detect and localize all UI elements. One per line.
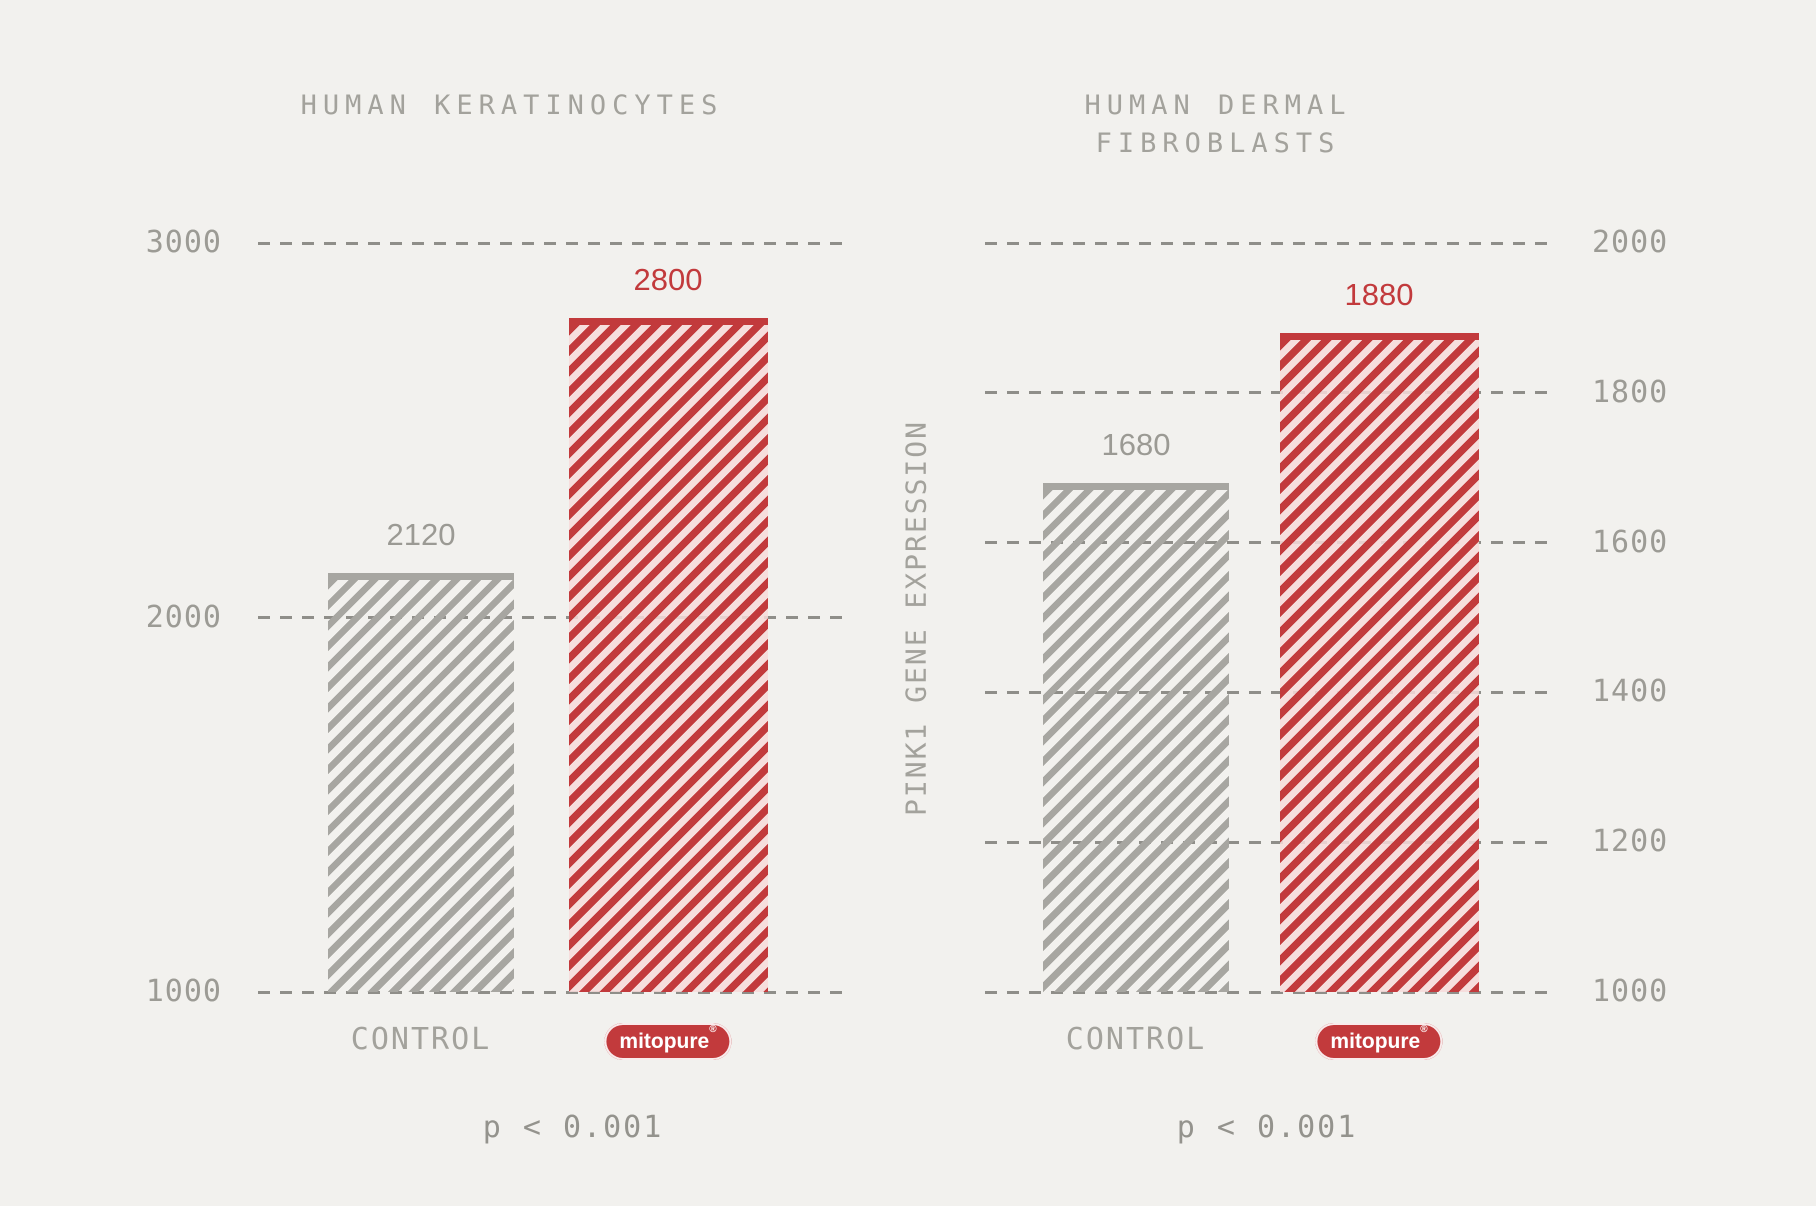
chart-title-line: HUMAN KERATINOCYTES [300,90,724,121]
registered-mark: ® [709,1024,717,1035]
bar-control [328,572,514,992]
mitopure-pill-label: mitopure [619,1029,710,1053]
bar-mitopure [568,317,768,992]
gridline-2000 [258,616,845,619]
bar-mitopure [1279,332,1479,992]
gridline-1000 [985,990,1552,994]
bar-value-label: 1880 [1344,276,1414,312]
gridline-1800 [985,391,1552,395]
y-tick-1000: 1000 [145,974,222,1009]
mitopure-pill-badge: mitopure ® [1315,1023,1443,1060]
bar-value-label: 2800 [633,261,703,297]
y-tick-1600: 1600 [1592,524,1669,560]
gridline-3000 [258,241,845,245]
bar-control [1043,482,1229,992]
y-tick-2000: 2000 [145,599,222,635]
mitopure-pill-label: mitopure [1330,1029,1421,1053]
y-tick-1000: 1000 [1592,974,1669,1009]
bar-value-label: 2120 [386,516,456,552]
gridline-1000 [258,990,845,994]
chart-title-line: HUMAN DERMAL [1084,90,1352,121]
category-label-control: CONTROL [1065,1022,1207,1057]
gridline-1200 [985,840,1552,844]
bar-value-label: 1680 [1101,426,1171,462]
category-label-control: CONTROL [350,1022,492,1057]
y-tick-1400: 1400 [1592,674,1669,710]
y-tick-1800: 1800 [1592,374,1669,410]
y-tick-1200: 1200 [1592,824,1669,860]
y-tick-3000: 3000 [145,225,222,260]
y-axis-title: PINK1 GENE EXPRESSION [899,419,933,817]
chart-title-line: FIBROBLASTS [1095,128,1341,159]
gridline-1400 [985,690,1552,694]
registered-mark: ® [1420,1024,1428,1035]
gridline-1600 [985,541,1552,545]
p-value-annotation: p < 0.001 [482,1110,664,1145]
gridline-2000 [985,241,1552,245]
y-tick-2000: 2000 [1592,225,1669,260]
mitopure-pill-badge: mitopure ® [604,1023,732,1060]
chart-title: HUMAN KERATINOCYTES [301,87,724,125]
chart-title: HUMAN DERMAL FIBROBLASTS [1084,87,1351,163]
p-value-annotation: p < 0.001 [1176,1110,1358,1145]
